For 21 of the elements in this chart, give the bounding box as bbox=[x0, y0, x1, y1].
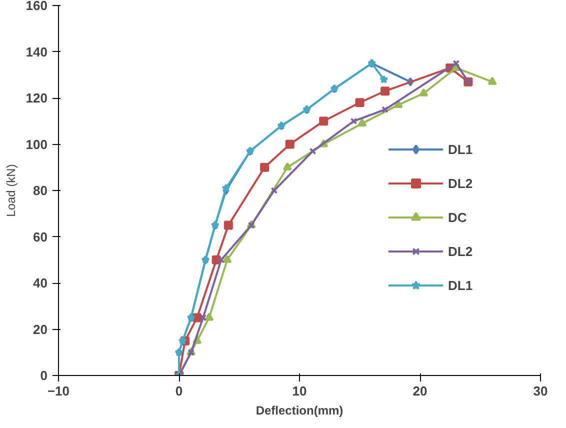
x-axis-title: Deflection(mm) bbox=[256, 404, 344, 418]
y-tick-label: 0 bbox=[40, 368, 48, 383]
x-tick-label: 10 bbox=[292, 384, 307, 398]
y-tick-label: 80 bbox=[33, 183, 48, 198]
y-tick-label: 20 bbox=[33, 322, 48, 337]
y-tick-label: 140 bbox=[26, 44, 48, 60]
y-tick-label: 100 bbox=[26, 136, 48, 152]
legend-label: DL2 bbox=[448, 176, 473, 190]
legend-label: DC bbox=[448, 210, 468, 224]
y-tick-label: 120 bbox=[26, 90, 48, 106]
y-axis-title: Load (kN) bbox=[4, 164, 18, 217]
x-tick-label: 20 bbox=[412, 384, 428, 398]
y-tick-label: 160 bbox=[26, 0, 48, 13]
legend-label: DL2 bbox=[448, 244, 473, 258]
legend-label: DL1 bbox=[448, 278, 473, 292]
y-tick-label: 40 bbox=[33, 276, 48, 290]
x-tick-label: 0 bbox=[175, 384, 183, 398]
legend-label: DL1 bbox=[448, 142, 473, 156]
y-tick-label: 60 bbox=[33, 229, 48, 244]
x-tick-label: −10 bbox=[47, 384, 70, 398]
x-tick-label: 30 bbox=[533, 384, 548, 398]
